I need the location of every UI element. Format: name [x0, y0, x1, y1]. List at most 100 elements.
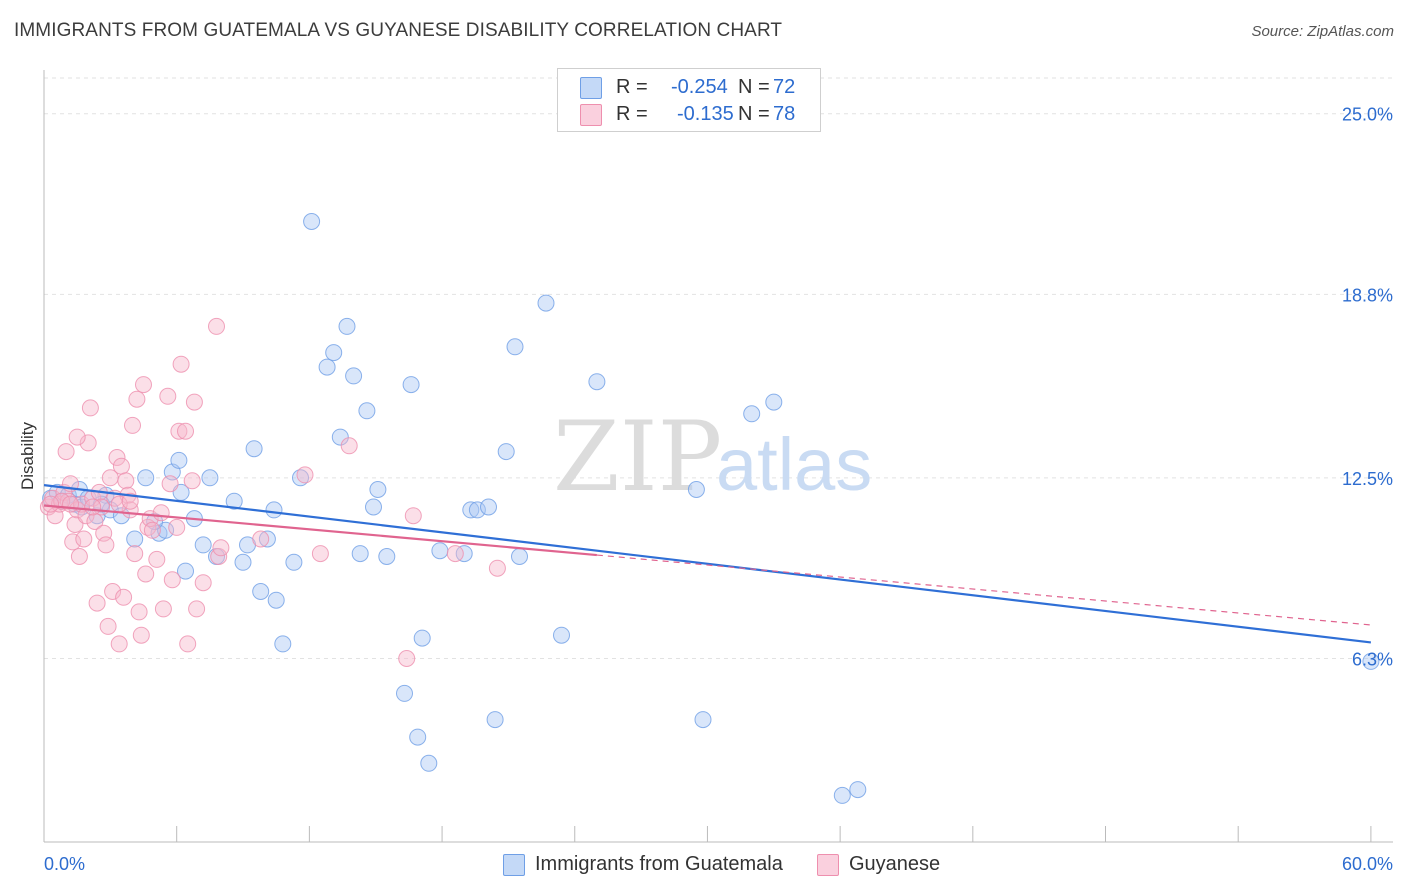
- point-guyanese: [296, 466, 314, 484]
- point-guyanese: [168, 518, 186, 536]
- tick-labels: 6.3% 12.5% 18.8% 25.0% 0.0% 60.0%: [44, 105, 1393, 874]
- point-guatemala: [378, 548, 396, 565]
- point-guyanese: [188, 600, 206, 618]
- point-guyanese: [77, 507, 95, 525]
- legend-r-value: -0.135: [677, 103, 734, 125]
- point-guyanese: [194, 574, 212, 592]
- trend-line-guatemala: [43, 484, 1372, 644]
- point-guatemala: [170, 451, 188, 469]
- point-guyanese: [404, 507, 422, 525]
- point-guatemala: [833, 786, 851, 804]
- point-guatemala: [252, 583, 270, 600]
- y-tick-label: 6.3%: [1352, 649, 1393, 669]
- point-guyanese: [117, 472, 135, 490]
- point-guatemala: [420, 754, 438, 772]
- watermark-zip: ZIP: [553, 401, 722, 513]
- point-guatemala: [292, 469, 309, 487]
- watermark-atlas: atlas: [716, 423, 872, 506]
- point-guyanese: [143, 521, 161, 539]
- point-guatemala: [303, 213, 321, 230]
- point-guatemala: [137, 469, 155, 487]
- point-guyanese: [252, 530, 270, 548]
- point-guatemala: [369, 481, 387, 498]
- point-guyanese: [154, 600, 172, 618]
- point-guyanese: [185, 393, 203, 411]
- point-guatemala: [694, 711, 712, 729]
- point-guatemala: [365, 498, 382, 516]
- point-guyanese: [170, 422, 188, 440]
- point-guyanese: [121, 492, 139, 510]
- point-guatemala: [358, 402, 376, 420]
- point-guyanese: [163, 571, 181, 589]
- point-guyanese: [398, 650, 416, 667]
- point-guyanese: [183, 472, 201, 490]
- point-guyanese: [104, 583, 122, 600]
- point-guyanese: [64, 533, 82, 551]
- point-guatemala: [462, 501, 480, 519]
- point-guyanese: [42, 495, 60, 513]
- point-guyanese: [135, 376, 152, 394]
- trend-lines: [43, 484, 1372, 644]
- axes: [43, 70, 1393, 843]
- point-guatemala: [497, 443, 515, 461]
- point-guatemala: [468, 501, 486, 519]
- point-guatemala: [396, 684, 413, 702]
- point-guyanese: [152, 504, 170, 522]
- point-guatemala: [345, 367, 363, 385]
- point-guatemala: [267, 591, 285, 609]
- chart-title: IMMIGRANTS FROM GUATEMALA VS GUYANESE DI…: [14, 20, 783, 41]
- data-points: [39, 213, 1380, 804]
- legend-r-label: R =: [616, 103, 648, 125]
- point-guatemala: [285, 553, 303, 571]
- legend-n-label: N =: [738, 103, 770, 125]
- point-guatemala: [325, 344, 343, 362]
- point-guyanese: [70, 548, 88, 565]
- x-tick-label-end: 60.0%: [1342, 854, 1393, 874]
- point-guatemala: [225, 492, 243, 510]
- point-guatemala: [126, 530, 144, 548]
- point-guatemala: [588, 373, 606, 391]
- y-tick-label: 18.8%: [1342, 285, 1393, 305]
- legend-swatch-guatemala: [580, 77, 602, 99]
- trend-line-guyanese-extension: [596, 554, 1371, 626]
- point-guyanese: [81, 399, 99, 417]
- point-guyanese: [57, 443, 75, 461]
- point-guatemala: [331, 428, 349, 446]
- point-guatemala: [480, 498, 497, 516]
- point-guatemala: [413, 629, 431, 647]
- bottom-legend-label-guatemala: Immigrants from Guatemala: [535, 853, 783, 875]
- point-guyanese: [108, 449, 126, 466]
- point-guyanese: [179, 635, 197, 653]
- point-guatemala: [537, 294, 555, 312]
- point-guyanese: [110, 635, 128, 653]
- point-guyanese: [446, 545, 464, 563]
- legend-swatch-guyanese: [580, 104, 602, 126]
- point-guatemala: [194, 536, 212, 554]
- point-guatemala: [687, 481, 705, 498]
- point-guatemala: [409, 728, 427, 746]
- point-guyanese: [212, 539, 230, 557]
- point-guatemala: [201, 469, 219, 487]
- point-guatemala: [511, 548, 528, 565]
- point-guatemala: [553, 626, 570, 644]
- legend-r-label: R =: [616, 76, 648, 98]
- point-guyanese: [130, 603, 148, 621]
- point-guyanese: [161, 475, 179, 493]
- point-guatemala: [234, 553, 252, 571]
- point-guatemala: [338, 317, 356, 335]
- point-guatemala: [849, 781, 867, 799]
- point-guyanese: [172, 355, 190, 373]
- point-guatemala: [351, 545, 369, 563]
- point-guatemala: [765, 393, 783, 411]
- point-guatemala: [177, 562, 194, 580]
- point-guatemala: [402, 376, 420, 394]
- point-guyanese: [488, 559, 506, 577]
- legend-n-value: 72: [773, 76, 796, 98]
- legend-r-value: -0.254: [671, 76, 728, 98]
- trend-line-guyanese: [43, 504, 597, 557]
- point-guyanese: [79, 434, 97, 452]
- point-guyanese: [124, 416, 141, 434]
- point-guatemala: [318, 358, 336, 376]
- point-guyanese: [115, 588, 133, 606]
